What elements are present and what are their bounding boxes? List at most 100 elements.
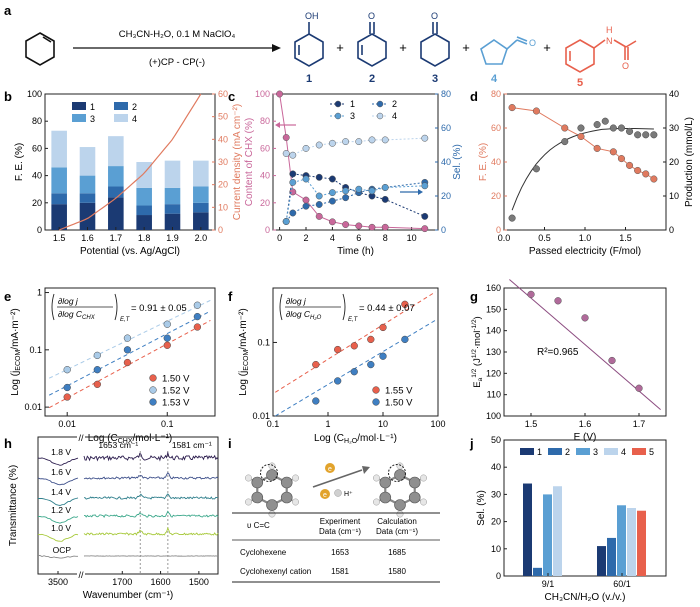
f-legend-marker-0 [372,386,380,394]
d-production-point [617,124,626,132]
f-plot-frame [272,287,439,417]
j-legend-label-3: 3 [593,447,598,457]
g-xlabel: E (V) [574,432,597,443]
d-xtick-label: 1.5 [619,233,632,243]
i-cation-h-atom [420,474,428,482]
i-cyclohexene-c-atom [266,499,278,511]
product-5-h-label: H [606,25,613,35]
j-plot-frame [503,439,667,577]
e-formula-den: ∂log CCHX [58,309,96,321]
c-chx-point [355,222,363,230]
c-point-3 [381,184,389,191]
i-cyclohexene-h-atom [268,510,276,518]
i-cyclohexene-h-atom [292,474,300,482]
g-point [554,297,562,305]
e-legend-marker-2 [149,398,157,406]
f-formula-paren-left [279,293,283,321]
product-5-n-label: N [606,36,613,46]
h-series-label-0: 1.8 V [51,447,71,457]
e-point-1 [63,366,71,374]
e-legend-label-1: 1.52 V [162,386,190,397]
c-point-4 [328,139,336,147]
d-fe-point [634,166,642,175]
f-formula-den: ∂log CH₂O [286,309,322,321]
f-point-0 [367,335,375,344]
h-break-mask-bottom [77,572,85,577]
j-ytick-label: 0 [496,571,501,581]
panel-h: h // // 3500 1700 1600 1500 1653 cm⁻¹ 1581 cm⁻¹… [4,433,219,601]
c-y2tick-label: 0 [441,225,446,235]
c-point-1 [328,175,336,183]
f-point-1 [312,397,320,405]
j-bar-2-0 [533,567,542,576]
f-formula-value: = 0.44 ± 0.07 [359,303,415,314]
h-xtick-label: 1700 [112,577,132,587]
h-break-symbol-bottom: // [78,570,84,580]
b-legend-label-3: 3 [90,114,95,124]
j-legend-swatch-3 [576,448,590,455]
product-3-o-label: O [431,11,438,21]
f-point-0 [379,323,387,332]
b-ytick-label: 20 [32,198,42,208]
h-xtick-label: 1500 [189,577,209,587]
b-bar-4-1.9 [164,160,181,188]
f-formula-num: ∂log j [286,296,307,306]
c-point-4 [381,136,389,144]
d-y2tick-label: 0 [669,225,674,235]
product-4-structure [480,36,528,65]
d-production-point [601,117,609,125]
product-2-structure [357,22,387,67]
i-cation-c-atom [394,469,406,481]
j-ylabel: Sel. (%) [476,490,487,526]
j-legend-swatch-2 [548,448,562,455]
b-bar-1-2.0 [193,212,209,230]
reaction-arrowhead [272,44,281,52]
i-arrowhead [362,466,370,474]
b-bar-4-1.7 [108,136,124,167]
b-legend-swatch-2 [114,102,128,110]
c-point-4 [289,151,297,159]
e-point-2 [93,366,101,374]
h-spectrum-left-0 [37,457,79,466]
panel-letter-b: b [4,89,12,104]
f-point-1 [401,335,409,344]
d-xtick-label: 1.0 [579,233,592,243]
c-chx-point [315,212,323,220]
g-ytick-label: 120 [486,368,501,378]
i-cyclohexene-h-atom [292,498,300,506]
product-1-structure [294,22,324,67]
c-legend-label-2: 2 [392,99,397,109]
d-y2label: Production (mmol/L) [684,117,695,207]
c-point-2 [315,201,323,208]
d-fe-point [617,155,626,163]
panel-letter-d: d [470,89,478,104]
j-legend-swatch-4 [604,448,618,455]
g-ytick-label: 140 [486,326,501,336]
d-ytick-label: 0 [496,225,501,235]
i-table-header: υ C=C [247,521,270,530]
f-xtick-label: 0.1 [267,419,280,429]
i-cation-h-atom [372,498,380,506]
b-bar-3-1.8 [136,187,152,206]
c-xtick-label: 4 [330,233,335,243]
b-ytick-label: 40 [32,171,42,181]
cyclohexene-structure [25,32,55,66]
panel-letter-e: e [4,289,11,304]
c-point-3 [421,182,429,190]
c-ytick-label: 80 [260,116,270,126]
reaction-conditions: CH₃CN-H₂O, 0.1 M NaClO₄ [119,29,236,40]
d-ytick-label: 80 [491,89,501,99]
d-production-point [593,121,601,129]
b-ytick-label: 80 [32,116,42,126]
b-bar-3-1.5 [51,167,67,194]
d-fe-point [508,104,516,112]
e-point-0 [63,393,71,401]
d-production-point [561,138,569,146]
b-bar-4-1.8 [136,162,152,188]
j-bar-5-1 [637,510,646,576]
c-chx-point [282,134,290,141]
b-legend-swatch-3 [72,114,86,122]
c-y2tick-label: 40 [441,157,451,167]
e-point-2 [63,383,71,392]
